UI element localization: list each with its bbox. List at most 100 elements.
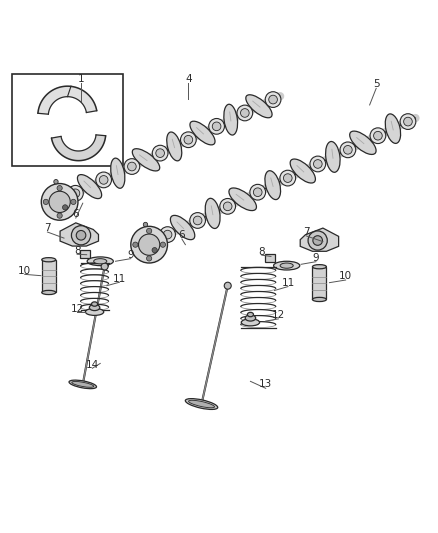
Circle shape <box>124 159 140 174</box>
Ellipse shape <box>245 315 256 321</box>
Circle shape <box>404 117 412 126</box>
Circle shape <box>343 146 352 154</box>
Circle shape <box>184 135 193 144</box>
Ellipse shape <box>132 149 160 171</box>
Circle shape <box>127 162 136 171</box>
Circle shape <box>71 189 80 198</box>
Circle shape <box>280 170 296 186</box>
Circle shape <box>67 185 83 201</box>
Circle shape <box>152 247 157 253</box>
Circle shape <box>250 184 265 200</box>
Text: 12: 12 <box>71 304 84 314</box>
Circle shape <box>269 95 277 104</box>
Circle shape <box>99 175 108 184</box>
Circle shape <box>63 205 68 210</box>
Circle shape <box>147 228 152 233</box>
Circle shape <box>57 185 62 191</box>
Text: 6: 6 <box>179 230 185 240</box>
Circle shape <box>160 242 166 247</box>
Ellipse shape <box>385 114 401 143</box>
Ellipse shape <box>290 159 315 183</box>
Ellipse shape <box>87 257 113 265</box>
Text: 13: 13 <box>259 379 272 390</box>
Circle shape <box>43 199 49 205</box>
Ellipse shape <box>241 319 260 326</box>
Text: 8: 8 <box>74 246 81 256</box>
Ellipse shape <box>111 158 125 188</box>
Ellipse shape <box>69 380 96 389</box>
Circle shape <box>160 227 176 243</box>
Circle shape <box>76 230 86 240</box>
Circle shape <box>220 198 236 214</box>
Text: 11: 11 <box>281 278 295 288</box>
Bar <box>312 266 326 300</box>
Ellipse shape <box>229 188 257 211</box>
Text: 6: 6 <box>72 209 79 219</box>
Ellipse shape <box>224 104 237 135</box>
Circle shape <box>237 105 253 121</box>
Ellipse shape <box>190 121 215 145</box>
Circle shape <box>254 188 262 197</box>
Circle shape <box>240 109 249 117</box>
Text: 10: 10 <box>339 271 352 281</box>
Ellipse shape <box>247 312 254 317</box>
Ellipse shape <box>325 141 340 172</box>
Ellipse shape <box>350 131 376 155</box>
Text: 7: 7 <box>44 223 51 233</box>
Circle shape <box>193 216 202 225</box>
Bar <box>80 251 90 258</box>
Ellipse shape <box>170 215 195 240</box>
Circle shape <box>212 122 221 131</box>
Circle shape <box>156 149 164 157</box>
Ellipse shape <box>205 198 220 229</box>
Circle shape <box>374 132 382 140</box>
Circle shape <box>224 282 231 289</box>
Ellipse shape <box>280 263 293 268</box>
Circle shape <box>209 118 224 134</box>
Bar <box>12 75 123 166</box>
Circle shape <box>223 202 232 211</box>
Circle shape <box>57 213 62 218</box>
Circle shape <box>313 236 322 245</box>
Text: 1: 1 <box>78 74 85 84</box>
Text: 14: 14 <box>86 360 99 370</box>
Ellipse shape <box>89 304 100 311</box>
Circle shape <box>265 92 281 108</box>
Circle shape <box>310 156 326 172</box>
Circle shape <box>147 256 152 261</box>
Polygon shape <box>52 135 106 160</box>
Circle shape <box>138 234 160 255</box>
Circle shape <box>400 114 416 130</box>
Circle shape <box>41 183 78 220</box>
Circle shape <box>370 128 386 143</box>
Circle shape <box>180 132 196 148</box>
Ellipse shape <box>92 302 98 306</box>
Circle shape <box>54 180 58 184</box>
Circle shape <box>340 142 356 158</box>
Circle shape <box>71 199 76 205</box>
Ellipse shape <box>78 175 102 199</box>
Text: 5: 5 <box>373 79 379 89</box>
Bar <box>42 260 56 293</box>
Circle shape <box>152 146 168 161</box>
Circle shape <box>163 230 172 239</box>
Ellipse shape <box>189 400 215 408</box>
Text: 12: 12 <box>272 310 285 320</box>
Text: 8: 8 <box>258 247 265 257</box>
Polygon shape <box>38 86 97 114</box>
Ellipse shape <box>94 259 107 264</box>
Text: 4: 4 <box>185 74 192 84</box>
Ellipse shape <box>265 171 281 199</box>
Ellipse shape <box>274 261 300 270</box>
Ellipse shape <box>72 382 94 387</box>
Circle shape <box>308 231 327 250</box>
Text: 11: 11 <box>113 274 126 284</box>
Polygon shape <box>300 228 339 251</box>
Circle shape <box>49 191 70 213</box>
Ellipse shape <box>312 297 326 302</box>
Circle shape <box>133 242 138 247</box>
Text: 10: 10 <box>18 266 31 276</box>
Ellipse shape <box>85 309 104 316</box>
Text: 9: 9 <box>313 253 319 263</box>
Ellipse shape <box>246 95 272 118</box>
